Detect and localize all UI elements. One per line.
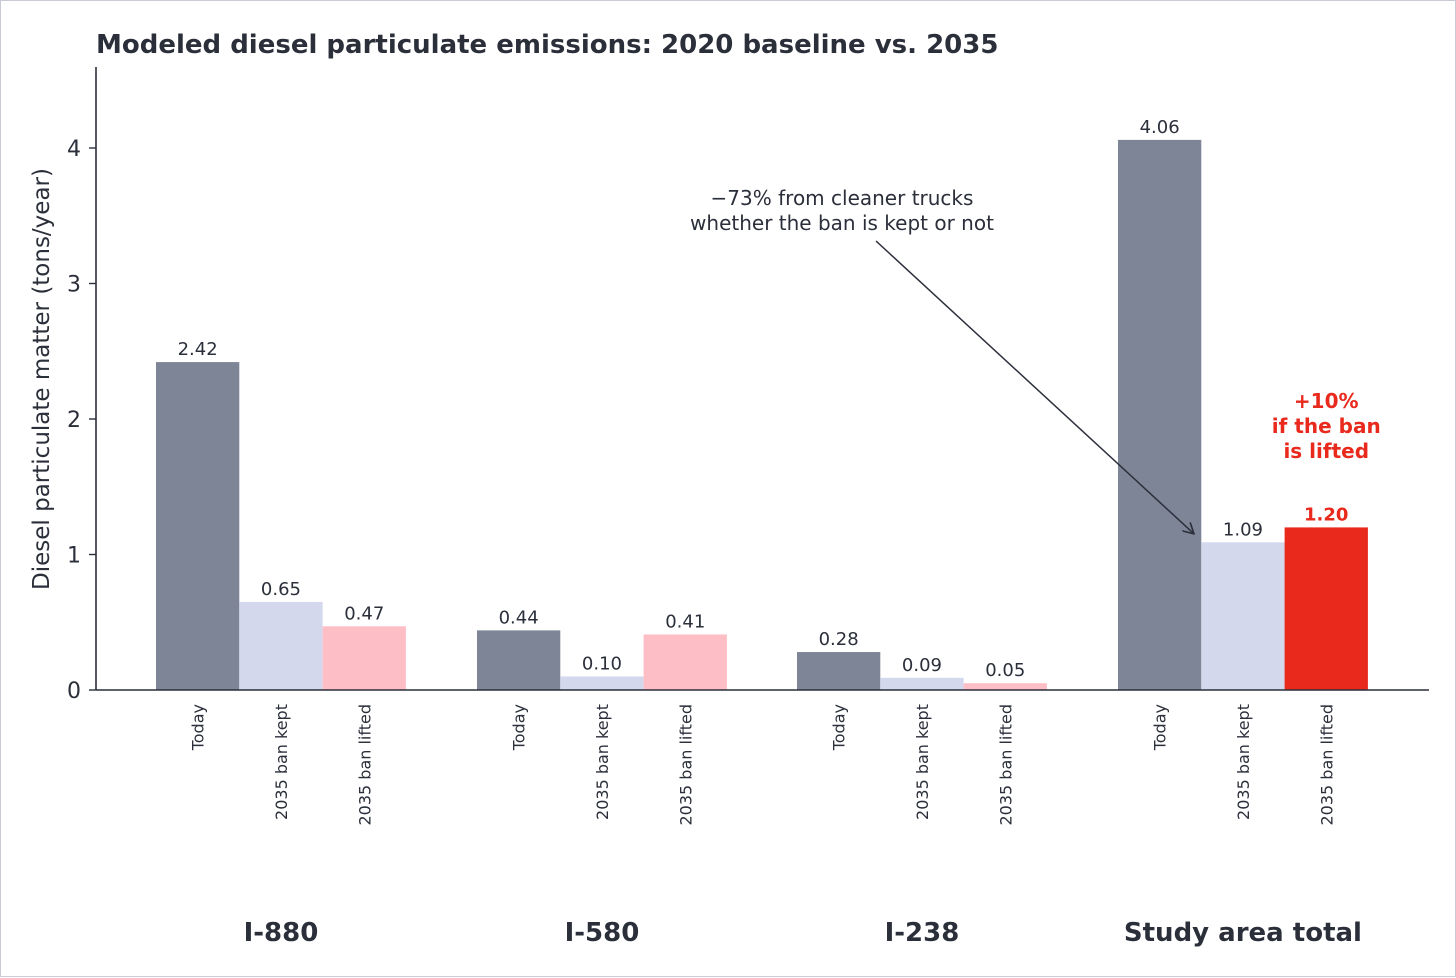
bar [156,362,240,690]
x-tick-label: 2035 ban lifted [996,704,1015,826]
value-label: 0.28 [819,629,859,650]
bar [560,676,644,690]
annotation-text: −73% from cleaner trucks [711,186,974,210]
y-tick-label: 4 [67,137,81,162]
value-label: 2.42 [178,339,218,360]
x-tick-label: 2035 ban kept [1234,704,1253,820]
x-tick-label: 2035 ban lifted [355,704,374,826]
x-tick-label: 2035 ban kept [593,704,612,820]
y-tick-label: 3 [67,273,81,298]
value-label: 0.05 [985,660,1025,681]
x-tick-label: 2035 ban kept [272,704,291,820]
y-axis-label: Diesel particulate matter (tons/year) [29,168,55,590]
annotation-highlight-text: if the ban [1272,414,1381,438]
bar [797,652,881,690]
group-label: I-238 [885,918,960,948]
x-tick-label: 2035 ban kept [913,704,932,820]
group-label: I-580 [565,918,640,948]
plot-area: 2.42 Today 0.65 2035 ban kept 0.47 2035 ban l… [67,67,1429,948]
value-label: 0.47 [344,603,384,624]
value-label: 0.09 [902,655,942,676]
bar [643,634,727,690]
y-tick-label: 0 [67,679,81,704]
y-tick-label: 2 [67,408,81,433]
x-tick-label: 2035 ban lifted [1317,704,1336,826]
x-tick-label: Today [1151,704,1170,751]
chart-title: Modeled diesel particulate emissions: 20… [96,30,998,60]
bar [1118,139,1202,690]
bar [880,677,964,690]
value-label: 0.10 [582,653,622,674]
x-tick-label: Today [189,704,208,751]
value-label: 1.09 [1223,519,1263,540]
x-tick-label: 2035 ban lifted [676,704,695,826]
group-label: I-880 [244,918,319,948]
value-label: 0.41 [665,611,705,632]
bar [477,630,561,690]
annotation-text: whether the ban is kept or not [690,211,994,235]
annotation-highlight-text: is lifted [1283,439,1369,463]
bar [963,683,1047,690]
value-label: 1.20 [1304,504,1348,525]
bar [1284,527,1368,690]
bar [322,626,406,690]
x-tick-label: Today [830,704,849,751]
value-label: 4.06 [1140,117,1180,138]
y-tick-label: 1 [67,544,81,569]
bar [239,601,323,690]
group-label: Study area total [1124,918,1362,948]
annotation-highlight-text: +10% [1294,389,1359,413]
value-label: 0.44 [499,607,539,628]
x-tick-label: Today [510,704,529,751]
value-label: 0.65 [261,579,301,600]
annotation-arrow [875,240,1193,533]
bar [1201,542,1285,690]
